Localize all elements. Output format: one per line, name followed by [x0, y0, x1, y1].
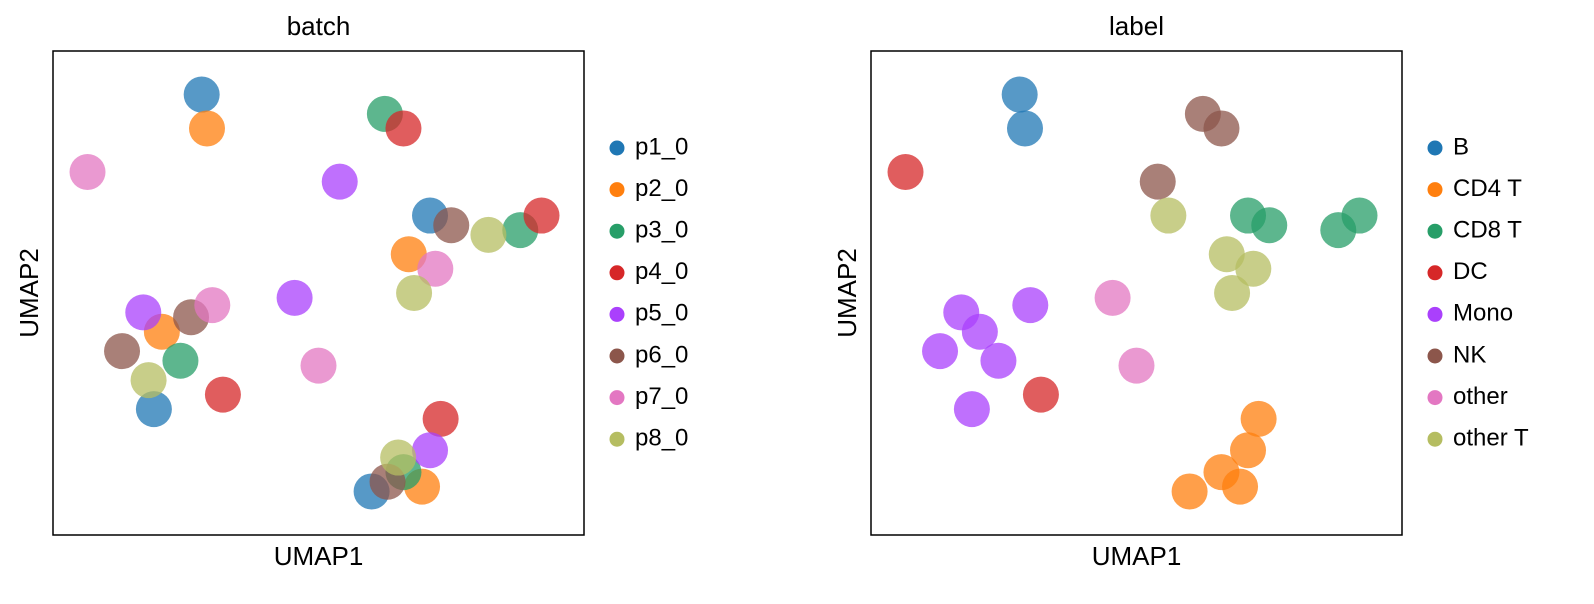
legend-label: p4_0: [635, 258, 688, 285]
legend-label: p6_0: [635, 341, 688, 368]
point: [422, 400, 459, 437]
point: [1230, 197, 1267, 234]
legend-label: CD8 T: [1453, 217, 1522, 244]
point: [125, 294, 162, 331]
point: [1150, 197, 1187, 234]
legend-marker: [609, 182, 625, 198]
legend-label: NK: [1453, 341, 1486, 368]
legend-label: p5_0: [635, 300, 688, 327]
point: [1171, 473, 1208, 510]
x-axis-label: UMAP1: [274, 541, 364, 571]
point: [1341, 197, 1378, 234]
legend-label: DC: [1453, 258, 1488, 285]
legend-label: other T: [1453, 425, 1529, 452]
legend-marker: [609, 431, 625, 447]
legend-label: p2_0: [635, 175, 688, 202]
point: [887, 154, 924, 190]
point: [276, 279, 313, 316]
point: [385, 110, 422, 147]
point: [1235, 250, 1272, 287]
point: [396, 275, 433, 311]
point: [1118, 347, 1155, 384]
point: [1139, 163, 1176, 200]
legend-marker: [609, 390, 625, 406]
point: [183, 76, 220, 113]
point: [1230, 432, 1267, 469]
legend-marker: [609, 223, 625, 239]
point: [188, 110, 225, 147]
point: [412, 432, 449, 469]
point: [1240, 400, 1277, 437]
point: [980, 342, 1017, 379]
point: [380, 439, 417, 476]
point: [922, 333, 959, 370]
legend-marker: [1427, 431, 1443, 447]
legend-marker: [1427, 223, 1443, 239]
point: [1222, 468, 1259, 505]
point: [1094, 279, 1131, 316]
y-axis-label: UMAP2: [14, 248, 44, 338]
point: [130, 362, 167, 399]
legend-label: CD4 T: [1453, 175, 1522, 202]
point: [1022, 376, 1059, 413]
point: [1203, 110, 1240, 147]
y-axis-label: UMAP2: [832, 248, 862, 338]
legend-marker: [1427, 182, 1443, 198]
point: [135, 391, 172, 428]
point: [390, 236, 427, 273]
plot-frame: [870, 50, 1403, 536]
point: [194, 287, 231, 324]
point: [433, 207, 470, 244]
legend-marker: [1427, 348, 1443, 364]
point: [300, 347, 337, 384]
point: [417, 250, 454, 287]
legend-marker: [609, 140, 625, 156]
point: [953, 391, 990, 428]
legend-marker: [1427, 390, 1443, 406]
point: [204, 376, 241, 413]
panel: label UMAP1 UMAP2 B CD4 T CD8 T DC Mono NK other o…: [832, 11, 1529, 571]
legend-label: p1_0: [635, 133, 688, 160]
plot-frame: [52, 50, 585, 536]
point: [1006, 110, 1043, 147]
point: [470, 216, 507, 253]
point: [1214, 275, 1251, 311]
legend-marker: [1427, 140, 1443, 156]
chart-title: label: [1109, 11, 1164, 41]
point: [1001, 76, 1038, 113]
point: [1012, 287, 1049, 324]
point: [1208, 236, 1245, 273]
point: [523, 197, 560, 234]
legend-marker: [1427, 306, 1443, 322]
legend-marker: [609, 265, 625, 281]
point: [321, 163, 358, 200]
legend-marker: [1427, 265, 1443, 281]
chart-title: batch: [287, 11, 351, 41]
x-axis-label: UMAP1: [1092, 541, 1182, 571]
panel: batch UMAP1 UMAP2 p1_0 p2_0 p3_0 p4_0 p5_0 p6_0p…: [14, 11, 689, 571]
legend-label: p8_0: [635, 425, 688, 452]
legend-label: p3_0: [635, 217, 688, 244]
legend-marker: [609, 306, 625, 322]
point: [162, 342, 199, 379]
point: [104, 333, 141, 370]
legend-marker: [609, 348, 625, 364]
point: [69, 154, 106, 190]
legend-label: Mono: [1453, 300, 1513, 327]
legend-label: B: [1453, 133, 1469, 160]
legend-label: p7_0: [635, 383, 688, 410]
legend-label: other: [1453, 383, 1508, 410]
point: [943, 294, 980, 331]
